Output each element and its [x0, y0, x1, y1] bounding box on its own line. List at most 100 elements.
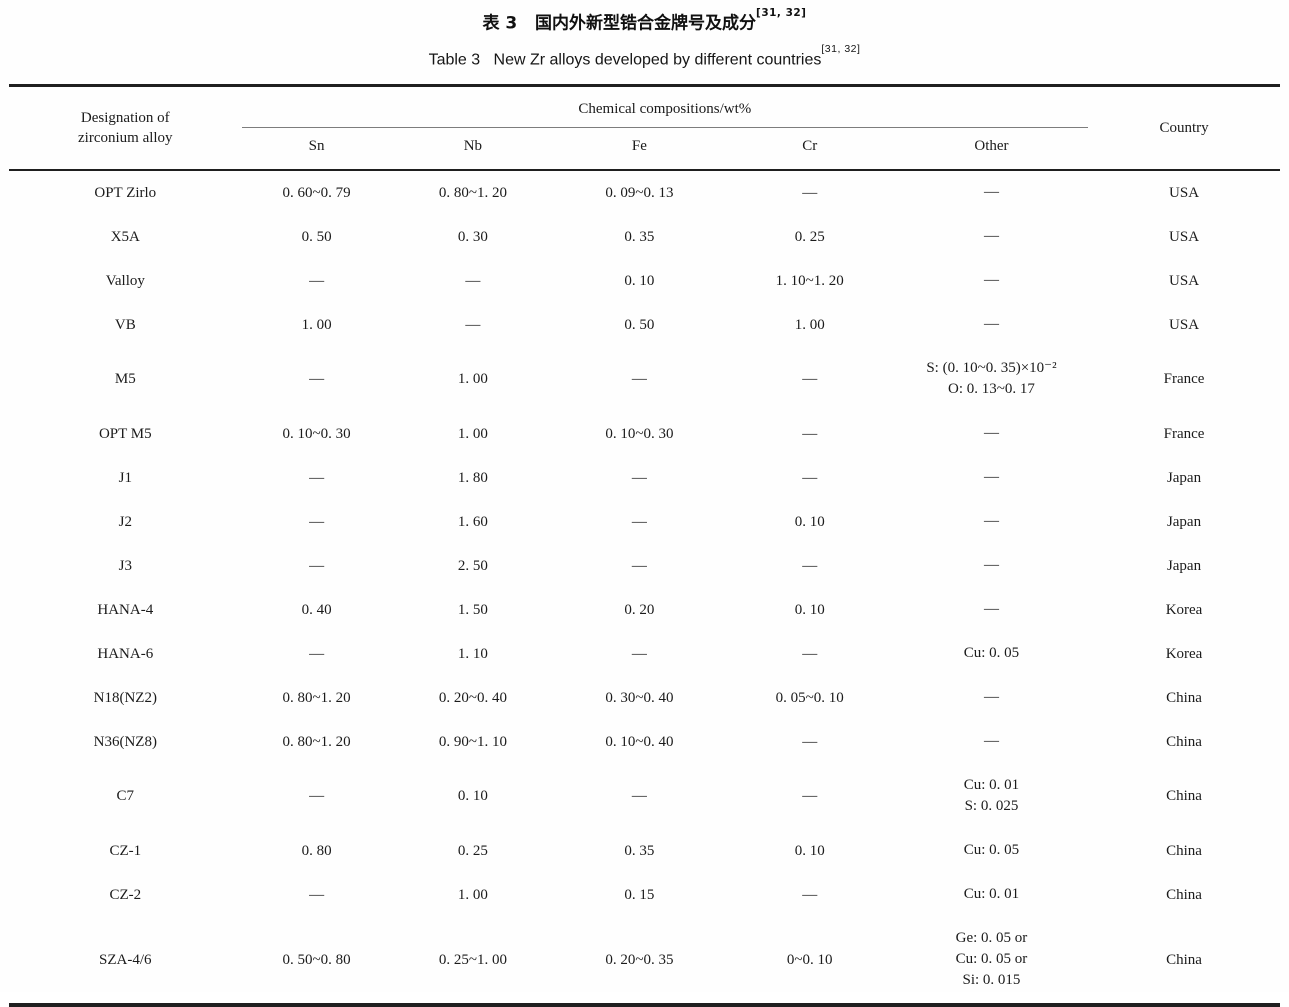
alloy-name: C7	[116, 788, 135, 805]
cell-nb: 0. 10	[457, 788, 488, 805]
alloy-name: J1	[118, 469, 132, 486]
cell-other: Cu: 0. 01	[963, 886, 1020, 903]
cell-other: Cu: 0. 05	[963, 645, 1020, 662]
cell-country: China	[1166, 733, 1202, 750]
cell-sn: —	[309, 371, 325, 388]
cell-nb: 1. 50	[457, 601, 488, 618]
header-nb: Nb	[391, 127, 555, 171]
cell-sn: 0. 60~0. 79	[282, 184, 351, 201]
alloy-name: HANA-6	[97, 645, 154, 662]
cell-cr: 0. 25	[794, 228, 825, 245]
cell-other: Ge: 0. 05 or Cu: 0. 05 or Si: 0. 015	[955, 930, 1028, 989]
cell-cr: —	[802, 371, 818, 388]
table-row: J3 — 2. 50 — — — Japan	[9, 544, 1280, 588]
alloy-table-body: OPT Zirlo 0. 60~0. 79 0. 80~1. 20 0. 09~0. …	[9, 170, 1280, 1005]
table-row: N36(NZ8) 0. 80~1. 20 0. 90~1. 10 0. 10~0. 4…	[9, 720, 1280, 764]
cell-fe: 0. 20~0. 35	[605, 951, 674, 968]
header-chemical-compositions: Chemical compositions/wt%	[241, 85, 1089, 128]
table-row: HANA-4 0. 40 1. 50 0. 20 0. 10 — Korea	[9, 588, 1280, 632]
cell-fe: —	[631, 557, 647, 574]
alloy-name: OPT M5	[98, 425, 152, 442]
cell-country: France	[1163, 371, 1205, 388]
header-sn: Sn	[241, 127, 392, 171]
cell-nb: 0. 80~1. 20	[438, 184, 507, 201]
cell-other: —	[983, 316, 999, 333]
cell-fe: 0. 10	[624, 272, 655, 289]
table-row: SZA-4/6 0. 50~0. 80 0. 25~1. 00 0. 20~0. 35…	[9, 917, 1280, 1005]
cell-country: Japan	[1166, 557, 1202, 574]
cell-nb: 1. 00	[457, 425, 488, 442]
alloy-name: N36(NZ8)	[93, 733, 157, 750]
cell-fe: —	[631, 788, 647, 805]
cell-other: —	[983, 228, 999, 245]
cell-country: Korea	[1165, 601, 1203, 618]
cell-cr: 0. 10	[794, 842, 825, 859]
cell-fe: 0. 35	[624, 842, 655, 859]
cell-fe: 0. 30~0. 40	[605, 689, 674, 706]
cell-sn: 0. 50	[301, 228, 332, 245]
cell-sn: —	[309, 513, 325, 530]
table-row: Valloy — — 0. 10 1. 10~1. 20 — USA	[9, 259, 1280, 303]
cell-cr: —	[802, 557, 818, 574]
alloy-name: CZ-2	[109, 886, 142, 903]
alloy-name: X5A	[110, 228, 140, 245]
cell-country: USA	[1169, 184, 1200, 201]
table-row: VB 1. 00 — 0. 50 1. 00 — USA	[9, 303, 1280, 347]
cell-country: USA	[1169, 228, 1200, 245]
cell-sn: —	[309, 886, 325, 903]
zr-alloy-composition-table: Designation of zirconium alloy Chemical …	[9, 83, 1280, 1007]
cell-fe: 0. 10~0. 30	[605, 425, 674, 442]
cell-nb: 1. 80	[457, 469, 488, 486]
cell-country: Korea	[1165, 645, 1203, 662]
cell-cr: —	[802, 184, 818, 201]
cell-nb: 0. 25	[457, 842, 488, 859]
cell-fe: —	[631, 469, 647, 486]
cell-nb: 1. 10	[457, 645, 488, 662]
cell-nb: 1. 00	[457, 886, 488, 903]
cell-fe: —	[631, 645, 647, 662]
alloy-name: Valloy	[105, 272, 145, 289]
cell-country: China	[1166, 788, 1202, 805]
cell-fe: 0. 20	[624, 601, 655, 618]
cell-fe: 0. 35	[624, 228, 655, 245]
cell-fe: 0. 15	[624, 886, 655, 903]
header-element-row: Sn Nb Fe Cr Other	[9, 127, 1280, 171]
cell-other: —	[983, 733, 999, 750]
header-group-row: Designation of zirconium alloy Chemical …	[9, 85, 1280, 171]
cell-other: —	[983, 689, 999, 706]
cell-cr: —	[802, 469, 818, 486]
cell-nb: 1. 00	[457, 371, 488, 388]
cell-cr: 0. 10	[794, 513, 825, 530]
cell-country: Japan	[1166, 513, 1202, 530]
table-caption-zh: 表 3 国内外新型锆合金牌号及成分[31, 32]	[6, 7, 1283, 35]
cell-other: Cu: 0. 01 S: 0. 025	[963, 777, 1020, 815]
alloy-name: CZ-1	[109, 842, 142, 859]
cell-sn: 0. 50~0. 80	[282, 951, 351, 968]
alloy-name: M5	[114, 371, 136, 388]
alloy-name: N18(NZ2)	[93, 689, 157, 706]
alloy-name: J2	[118, 513, 132, 530]
cell-cr: —	[802, 788, 818, 805]
caption-en-text: Table 3 New Zr alloys developed by diffe…	[428, 50, 822, 68]
cell-fe: —	[631, 371, 647, 388]
alloy-name: HANA-4	[97, 601, 154, 618]
cell-nb: —	[465, 316, 481, 333]
table-row: CZ-2 — 1. 00 0. 15 — Cu: 0. 01 China	[9, 873, 1280, 917]
cell-sn: 0. 10~0. 30	[282, 425, 351, 442]
cell-nb: 0. 20~0. 40	[438, 689, 507, 706]
cell-cr: —	[802, 886, 818, 903]
header-other: Other	[894, 127, 1089, 171]
cell-country: USA	[1169, 272, 1200, 289]
cell-other: —	[983, 272, 999, 289]
cell-other: —	[983, 184, 999, 201]
cell-country: Japan	[1166, 469, 1202, 486]
cell-country: USA	[1169, 316, 1200, 333]
table-row: X5A 0. 50 0. 30 0. 35 0. 25 — USA	[9, 215, 1280, 259]
caption-zh-reference: [31, 32]	[756, 7, 807, 19]
cell-sn: 0. 80	[301, 842, 332, 859]
header-fe: Fe	[554, 127, 725, 171]
cell-sn: 0. 80~1. 20	[282, 689, 351, 706]
table-row: OPT Zirlo 0. 60~0. 79 0. 80~1. 20 0. 09~0. …	[9, 170, 1280, 215]
header-country: Country	[1088, 85, 1280, 171]
